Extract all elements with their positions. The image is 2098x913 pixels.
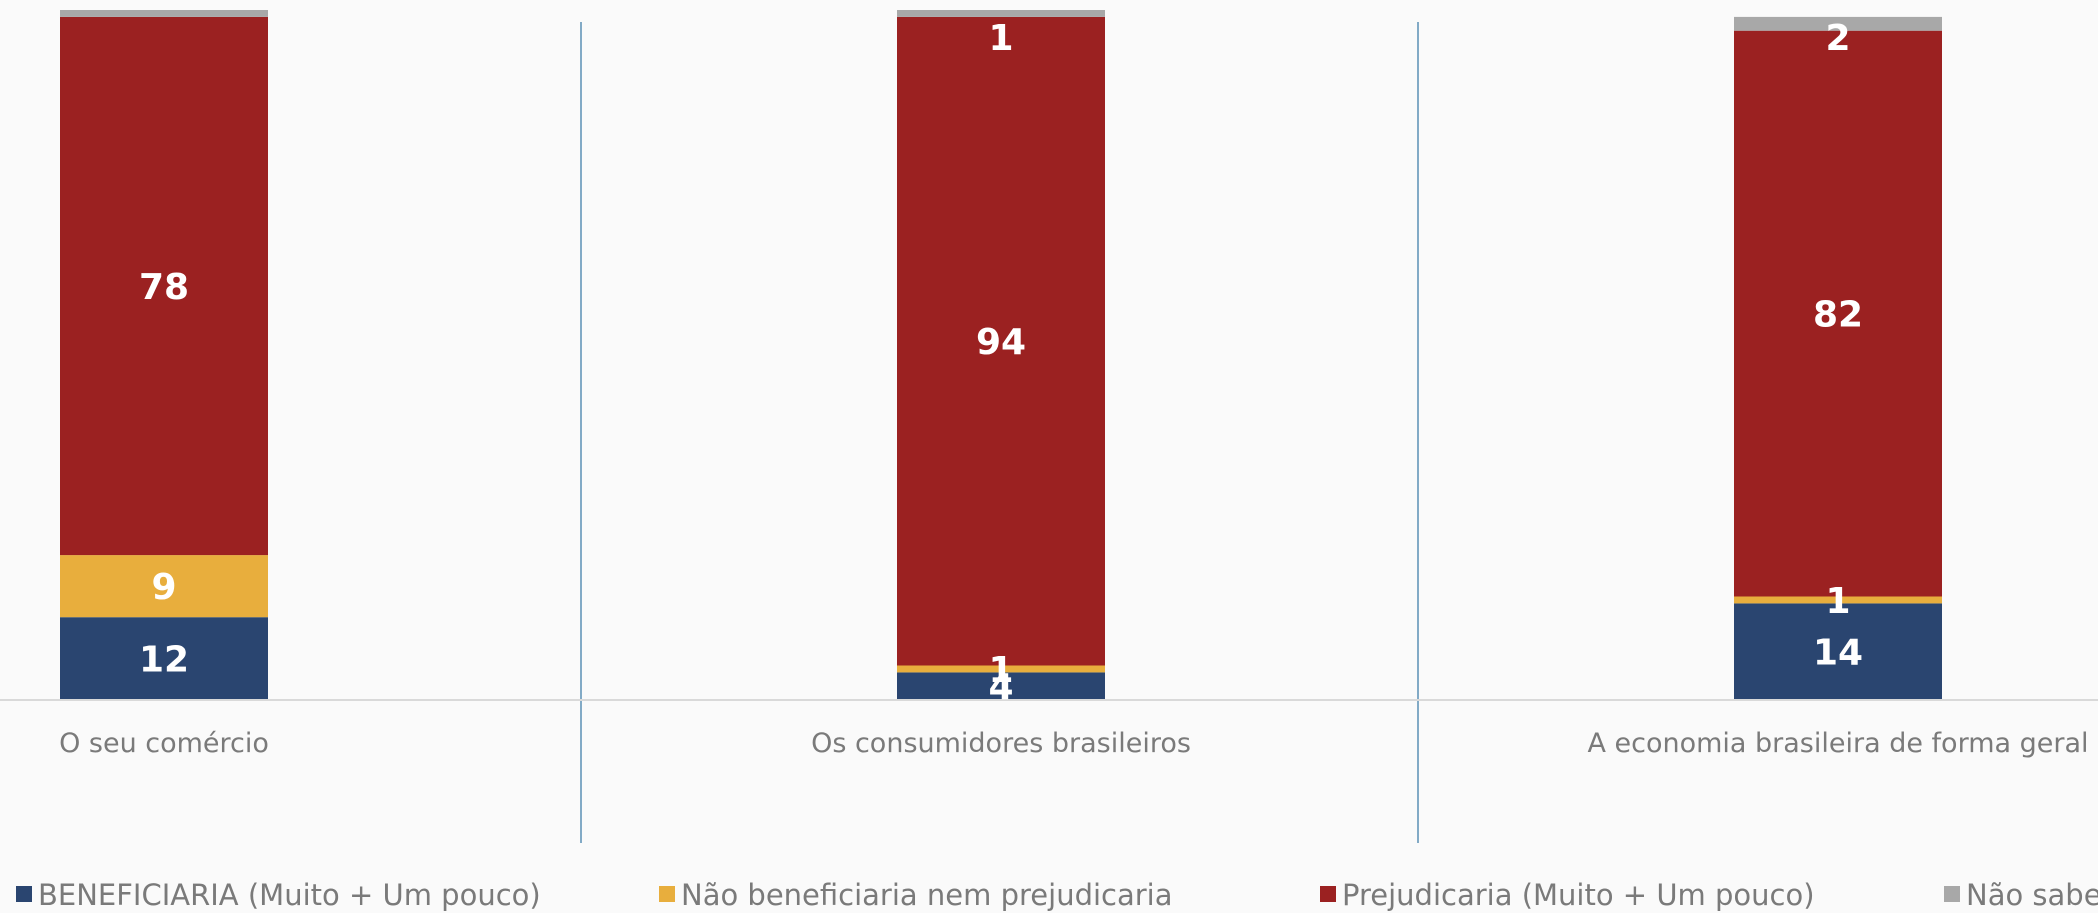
legend-entry-3: Prejudicaria (Muito + Um pouco) <box>1342 878 1815 912</box>
bar-segment-1-2 <box>60 555 268 618</box>
legend-entry-2: Não beneficiaria nem prejudicaria <box>681 878 1173 912</box>
data-label-2-2: 1 <box>988 650 1013 691</box>
bar-segment-1-4 <box>60 10 268 17</box>
bar-segment-2-2 <box>897 665 1105 673</box>
legend-swatch-2 <box>659 886 675 902</box>
bar-segment-1-1 <box>60 617 268 700</box>
category-label-2: Os consumidores brasileiros <box>811 728 1191 759</box>
data-label-2-1: 4 <box>988 667 1013 708</box>
bar-segment-1-3 <box>60 16 268 556</box>
legend-entry-4: Não sabe <box>1966 878 2098 912</box>
data-label-1-1: 12 <box>139 640 189 681</box>
bar-segment-2-3 <box>897 16 1105 666</box>
bar-segment-3-1 <box>1734 603 1942 700</box>
legend-swatch-4 <box>1944 886 1960 902</box>
data-label-top-5: 2 <box>1825 18 1850 59</box>
legend-swatch-3 <box>1320 886 1336 902</box>
bar-segment-2-4 <box>897 10 1105 17</box>
bars <box>60 10 1942 700</box>
data-label-top-3: 1 <box>988 18 1013 59</box>
category-label-3: A economia brasileira de forma geral <box>1587 728 2088 759</box>
category-dividers <box>580 22 1419 843</box>
bar-segment-3-4 <box>1734 16 1942 31</box>
legend-entry-1: BENEFICIARIA (Muito + Um pouco) <box>38 878 541 912</box>
data-label-3-2: 1 <box>1825 581 1850 622</box>
category-labels: O seu comércio Os consumidores brasileiro… <box>59 728 2088 759</box>
data-label-top-4: 82 <box>1813 295 1863 336</box>
bar-segment-3-3 <box>1734 30 1942 597</box>
bar-segment-3-2 <box>1734 596 1942 604</box>
bar-segment-2-1 <box>897 672 1105 700</box>
data-label-3-1: 14 <box>1813 633 1863 674</box>
legend-swatch-1 <box>16 886 32 902</box>
category-label-1: O seu comércio <box>59 728 269 759</box>
data-label-1-2: 9 <box>151 567 176 608</box>
data-label-top-1: 78 <box>139 267 189 308</box>
legend: BENEFICIARIA (Muito + Um pouco) Não benef… <box>16 878 2098 912</box>
data-label-top-2: 94 <box>976 322 1026 363</box>
